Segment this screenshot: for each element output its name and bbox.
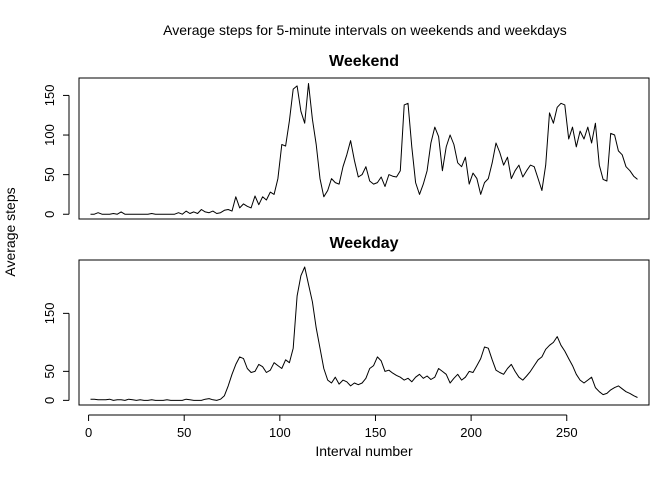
x-tick-label: 0 (85, 425, 92, 440)
y-tick-label: 100 (42, 124, 57, 146)
series-line-weekend (90, 83, 638, 215)
panel-title: Weekend (329, 53, 399, 70)
x-tick-label: 200 (460, 425, 482, 440)
y-tick-label: 150 (42, 85, 57, 107)
x-axis-label: Interval number (315, 443, 413, 459)
y-axis-label: Average steps (2, 187, 18, 276)
x-axis: 0 50 100 150 200 250 (85, 414, 578, 440)
y-tick-label: 50 (42, 364, 57, 378)
panel-weekday: Weekday 0 50 150 (42, 235, 650, 406)
y-tick-label: 0 (42, 211, 57, 218)
chart-panels: Weekend 0 50 100 150 Weekday 0 50 150 0 50 100 150 20… (42, 53, 650, 440)
series-line-weekday (90, 266, 638, 401)
x-tick-label: 50 (177, 425, 191, 440)
panel-weekend: Weekend 0 50 100 150 (42, 53, 650, 220)
panel-frame (78, 259, 650, 406)
chart-title: Average steps for 5-minute intervals on … (163, 22, 567, 38)
y-tick-label: 150 (42, 303, 57, 325)
y-tick-label: 0 (42, 397, 57, 404)
panel-frame (78, 77, 650, 220)
x-tick-label: 150 (365, 425, 387, 440)
x-tick-label: 100 (269, 425, 291, 440)
y-tick-label: 50 (42, 167, 57, 181)
panel-title: Weekday (329, 235, 398, 252)
x-tick-label: 250 (556, 425, 578, 440)
